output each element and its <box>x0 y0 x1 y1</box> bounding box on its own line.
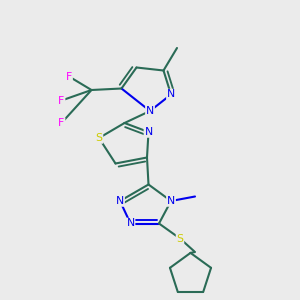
Text: F: F <box>58 95 64 106</box>
Text: F: F <box>58 118 64 128</box>
Text: N: N <box>167 196 175 206</box>
Text: N: N <box>116 196 124 206</box>
Text: S: S <box>95 133 103 143</box>
Text: S: S <box>176 233 184 244</box>
Text: N: N <box>167 89 175 100</box>
Text: N: N <box>146 106 154 116</box>
Text: F: F <box>66 71 72 82</box>
Text: N: N <box>144 127 153 137</box>
Text: N: N <box>126 218 135 229</box>
